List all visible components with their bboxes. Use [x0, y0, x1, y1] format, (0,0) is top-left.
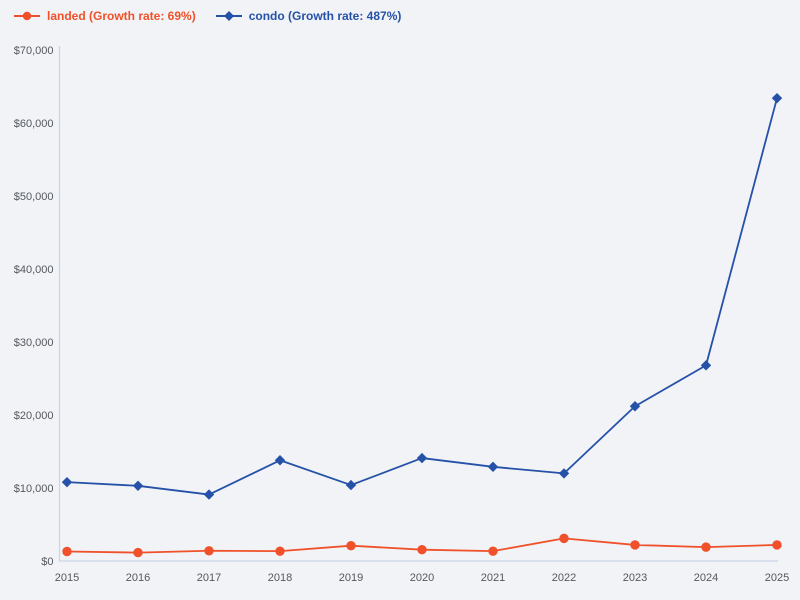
condo-point-2025	[771, 92, 783, 104]
landed-point-2015	[62, 546, 72, 557]
y-axis-tick-label: $10,000	[14, 483, 54, 495]
y-axis-tick-label: $60,000	[14, 118, 54, 130]
y-axis-tick-label: $0	[41, 556, 53, 568]
condo-point-2023	[629, 401, 641, 412]
condo-point-2016	[132, 480, 144, 492]
chart-legend: landed (Growth rate: 69%) condo (Growth …	[14, 8, 401, 24]
x-axis-tick-label: 2019	[339, 572, 363, 584]
y-axis-tick-label: $70,000	[14, 45, 54, 57]
landed-point-2021	[488, 546, 498, 556]
x-axis-tick-label: 2020	[410, 572, 434, 584]
landed-point-2025	[772, 540, 782, 550]
y-axis-tick-label: $30,000	[14, 337, 54, 349]
landed-point-2017	[204, 546, 214, 556]
legend-label-condo: condo (Growth rate: 487%)	[248, 9, 402, 23]
condo-point-2020	[416, 452, 428, 464]
x-axis-tick-label: 2024	[694, 572, 718, 584]
legend-label-landed: landed (Growth rate: 69%)	[47, 9, 196, 23]
legend-item-landed[interactable]: landed (Growth rate: 69%)	[14, 8, 196, 24]
x-axis-tick-label: 2017	[197, 572, 221, 584]
x-axis-tick-label: 2022	[552, 572, 576, 584]
landed-point-2023	[630, 540, 640, 550]
landed-point-2022	[559, 533, 569, 544]
legend-item-condo[interactable]: condo (Growth rate: 487%)	[215, 8, 402, 24]
landed-point-2020	[417, 544, 427, 555]
condo-point-2015	[61, 476, 73, 488]
x-axis-tick-label: 2015	[55, 572, 79, 584]
landed-point-2016	[133, 547, 143, 558]
condo-point-2019	[345, 479, 357, 491]
x-axis-tick-label: 2018	[268, 572, 292, 584]
condo-point-2018	[274, 455, 286, 466]
x-axis-tick-label: 2016	[126, 572, 150, 584]
x-axis-tick-label: 2025	[765, 572, 789, 584]
landed-point-2019	[346, 540, 356, 551]
landed-point-2018	[275, 546, 285, 556]
condo-series-marker-icon	[215, 11, 242, 21]
landed-point-2024	[701, 542, 711, 552]
condo-point-2017	[203, 489, 215, 500]
condo-point-2021	[487, 461, 499, 473]
condo-point-2024	[700, 360, 712, 371]
y-axis-tick-label: $50,000	[14, 191, 54, 203]
y-axis-tick-label: $40,000	[14, 264, 54, 276]
x-axis-tick-label: 2021	[481, 572, 505, 584]
y-axis-tick-label: $20,000	[14, 410, 54, 422]
landed-series-marker-icon	[14, 11, 40, 21]
x-axis-tick-label: 2023	[623, 572, 647, 584]
condo-point-2022	[558, 468, 570, 479]
condo-line	[66, 97, 778, 496]
